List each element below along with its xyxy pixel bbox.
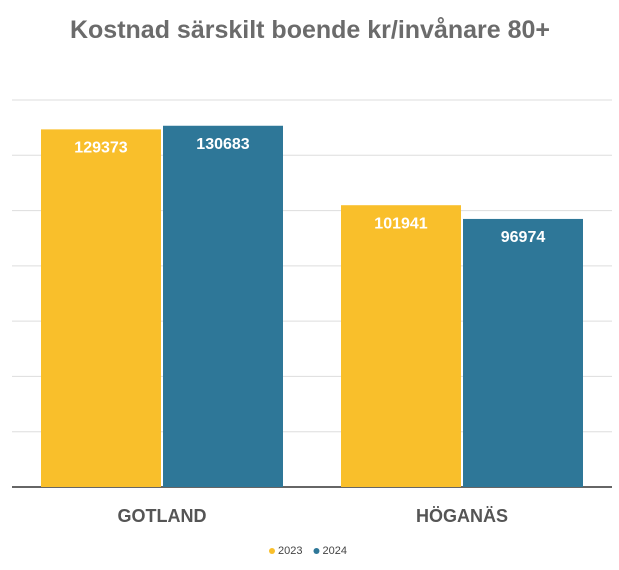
data-label: 129373 <box>74 140 127 157</box>
data-label: 101941 <box>374 215 427 232</box>
bar <box>163 125 283 487</box>
chart-title: Kostnad särskilt boende kr/invånare 80+ <box>69 16 551 44</box>
x-tick-label: HÖGANÄS <box>416 506 508 526</box>
legend-marker <box>269 548 275 554</box>
data-label: 96974 <box>501 229 546 246</box>
bar <box>341 205 461 488</box>
data-label: 130683 <box>196 136 249 153</box>
legend-label: 2023 <box>278 545 302 557</box>
legend-marker <box>313 548 320 554</box>
bar <box>41 129 161 487</box>
legend-label: 2024 <box>322 545 346 557</box>
bar <box>463 218 583 487</box>
x-tick-label: GOTLAND <box>118 506 207 526</box>
